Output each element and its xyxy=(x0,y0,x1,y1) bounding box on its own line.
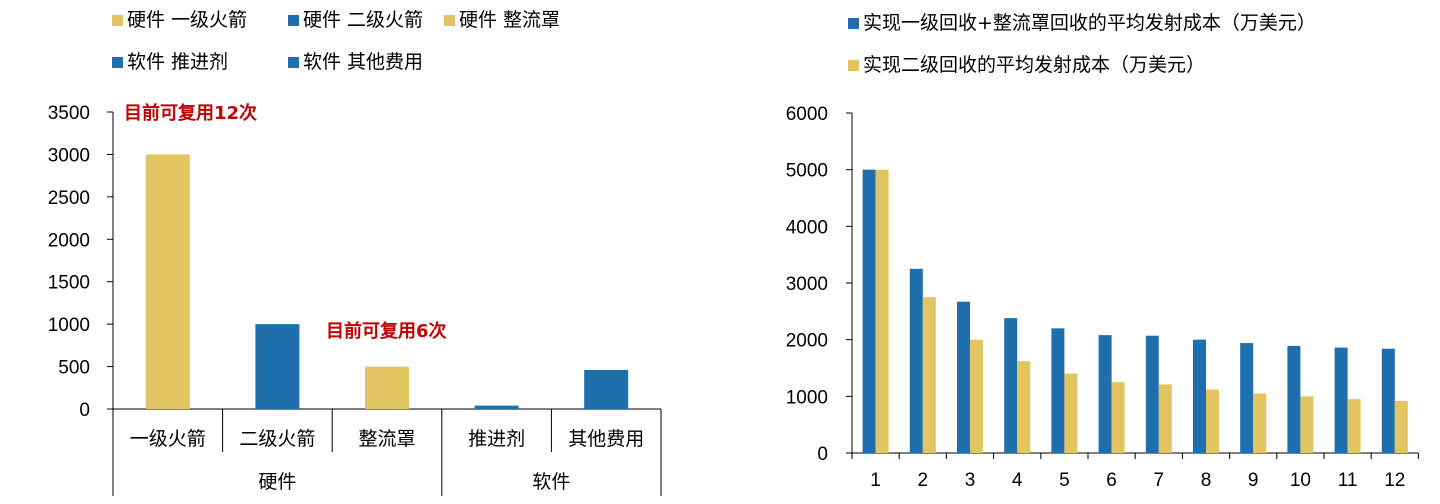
legend-label: 硬件 二级火箭 xyxy=(303,9,423,31)
bar xyxy=(1193,339,1206,453)
legend-swatch xyxy=(288,15,299,26)
group-label: 软件 xyxy=(532,471,570,493)
y-tick-label: 1000 xyxy=(48,315,90,336)
legend-label: 实现一级回收+整流罩回收的平均发射成本（万美元） xyxy=(863,12,1316,34)
category-label: 整流罩 xyxy=(358,428,415,450)
bar xyxy=(1240,343,1254,453)
bar xyxy=(1206,389,1219,453)
y-tick-label: 5000 xyxy=(786,161,828,182)
y-tick-label: 3000 xyxy=(48,145,90,166)
legend-label: 硬件 一级火箭 xyxy=(127,9,247,31)
y-tick-label: 2000 xyxy=(786,331,828,352)
bar xyxy=(365,366,409,409)
x-tick-label: 12 xyxy=(1384,470,1405,491)
bar xyxy=(1347,399,1361,453)
bar xyxy=(1334,347,1348,453)
category-label: 一级火箭 xyxy=(130,428,206,450)
bar xyxy=(1381,348,1395,453)
right-chart: 实现一级回收+整流罩回收的平均发射成本（万美元） 实现二级回收的平均发射成本（万美… xyxy=(786,12,1419,491)
bar xyxy=(1287,345,1301,453)
bar xyxy=(922,297,936,453)
bar xyxy=(584,369,629,409)
y-tick-label: 0 xyxy=(817,444,828,465)
x-tick-label: 7 xyxy=(1154,470,1165,491)
x-tick-label: 8 xyxy=(1201,470,1212,491)
y-tick-label: 2000 xyxy=(48,230,90,251)
legend-label: 实现二级回收的平均发射成本（万美元） xyxy=(863,54,1205,76)
y-tick-label: 0 xyxy=(79,400,90,421)
legend-swatch xyxy=(112,57,123,68)
x-tick-label: 1 xyxy=(870,470,881,491)
legend-swatch xyxy=(444,15,455,26)
bar xyxy=(909,268,923,453)
annotation-label: 目前可复用12次 xyxy=(124,102,257,124)
x-tick-label: 9 xyxy=(1248,470,1259,491)
category-label: 推进剂 xyxy=(468,428,525,450)
bar xyxy=(255,324,300,409)
legend-swatch xyxy=(848,60,859,71)
x-tick-label: 5 xyxy=(1059,470,1070,491)
y-tick-label: 3500 xyxy=(48,103,90,124)
y-tick-label: 1000 xyxy=(786,387,828,408)
legend-swatch xyxy=(112,15,123,26)
bar xyxy=(957,301,970,453)
bar xyxy=(1111,382,1125,453)
x-tick-label: 3 xyxy=(965,470,976,491)
bar xyxy=(970,339,983,453)
bar xyxy=(1017,361,1031,453)
legend-swatch xyxy=(848,18,859,29)
y-tick-label: 1500 xyxy=(48,273,90,294)
x-tick-label: 10 xyxy=(1290,470,1311,491)
bar xyxy=(1004,318,1018,453)
y-tick-label: 500 xyxy=(58,358,90,379)
y-tick-label: 4000 xyxy=(786,217,828,238)
y-tick-label: 3000 xyxy=(786,274,828,295)
bar xyxy=(862,169,876,453)
category-label: 二级火箭 xyxy=(239,428,315,450)
bar xyxy=(1145,335,1159,453)
category-label: 其他费用 xyxy=(568,428,644,450)
bar xyxy=(1394,400,1408,453)
bar xyxy=(474,405,519,409)
x-tick-label: 6 xyxy=(1106,470,1117,491)
legend-label: 软件 推进剂 xyxy=(127,51,228,73)
bar xyxy=(1051,328,1065,453)
y-tick-label: 6000 xyxy=(786,104,828,125)
legend-swatch xyxy=(288,57,299,68)
group-label: 硬件 xyxy=(258,471,296,493)
bar xyxy=(1253,393,1267,453)
y-tick-label: 2500 xyxy=(48,188,90,209)
x-tick-label: 4 xyxy=(1012,470,1023,491)
bar xyxy=(1300,396,1314,453)
bar xyxy=(1158,384,1172,453)
legend-label: 硬件 整流罩 xyxy=(459,9,560,31)
bar xyxy=(875,169,889,453)
bar xyxy=(1064,373,1078,453)
bar xyxy=(145,154,190,409)
legend-label: 软件 其他费用 xyxy=(303,51,423,73)
bar xyxy=(1098,335,1112,453)
annotation-label: 目前可复用6次 xyxy=(326,320,447,342)
x-tick-label: 11 xyxy=(1338,470,1358,491)
x-tick-label: 2 xyxy=(918,470,929,491)
